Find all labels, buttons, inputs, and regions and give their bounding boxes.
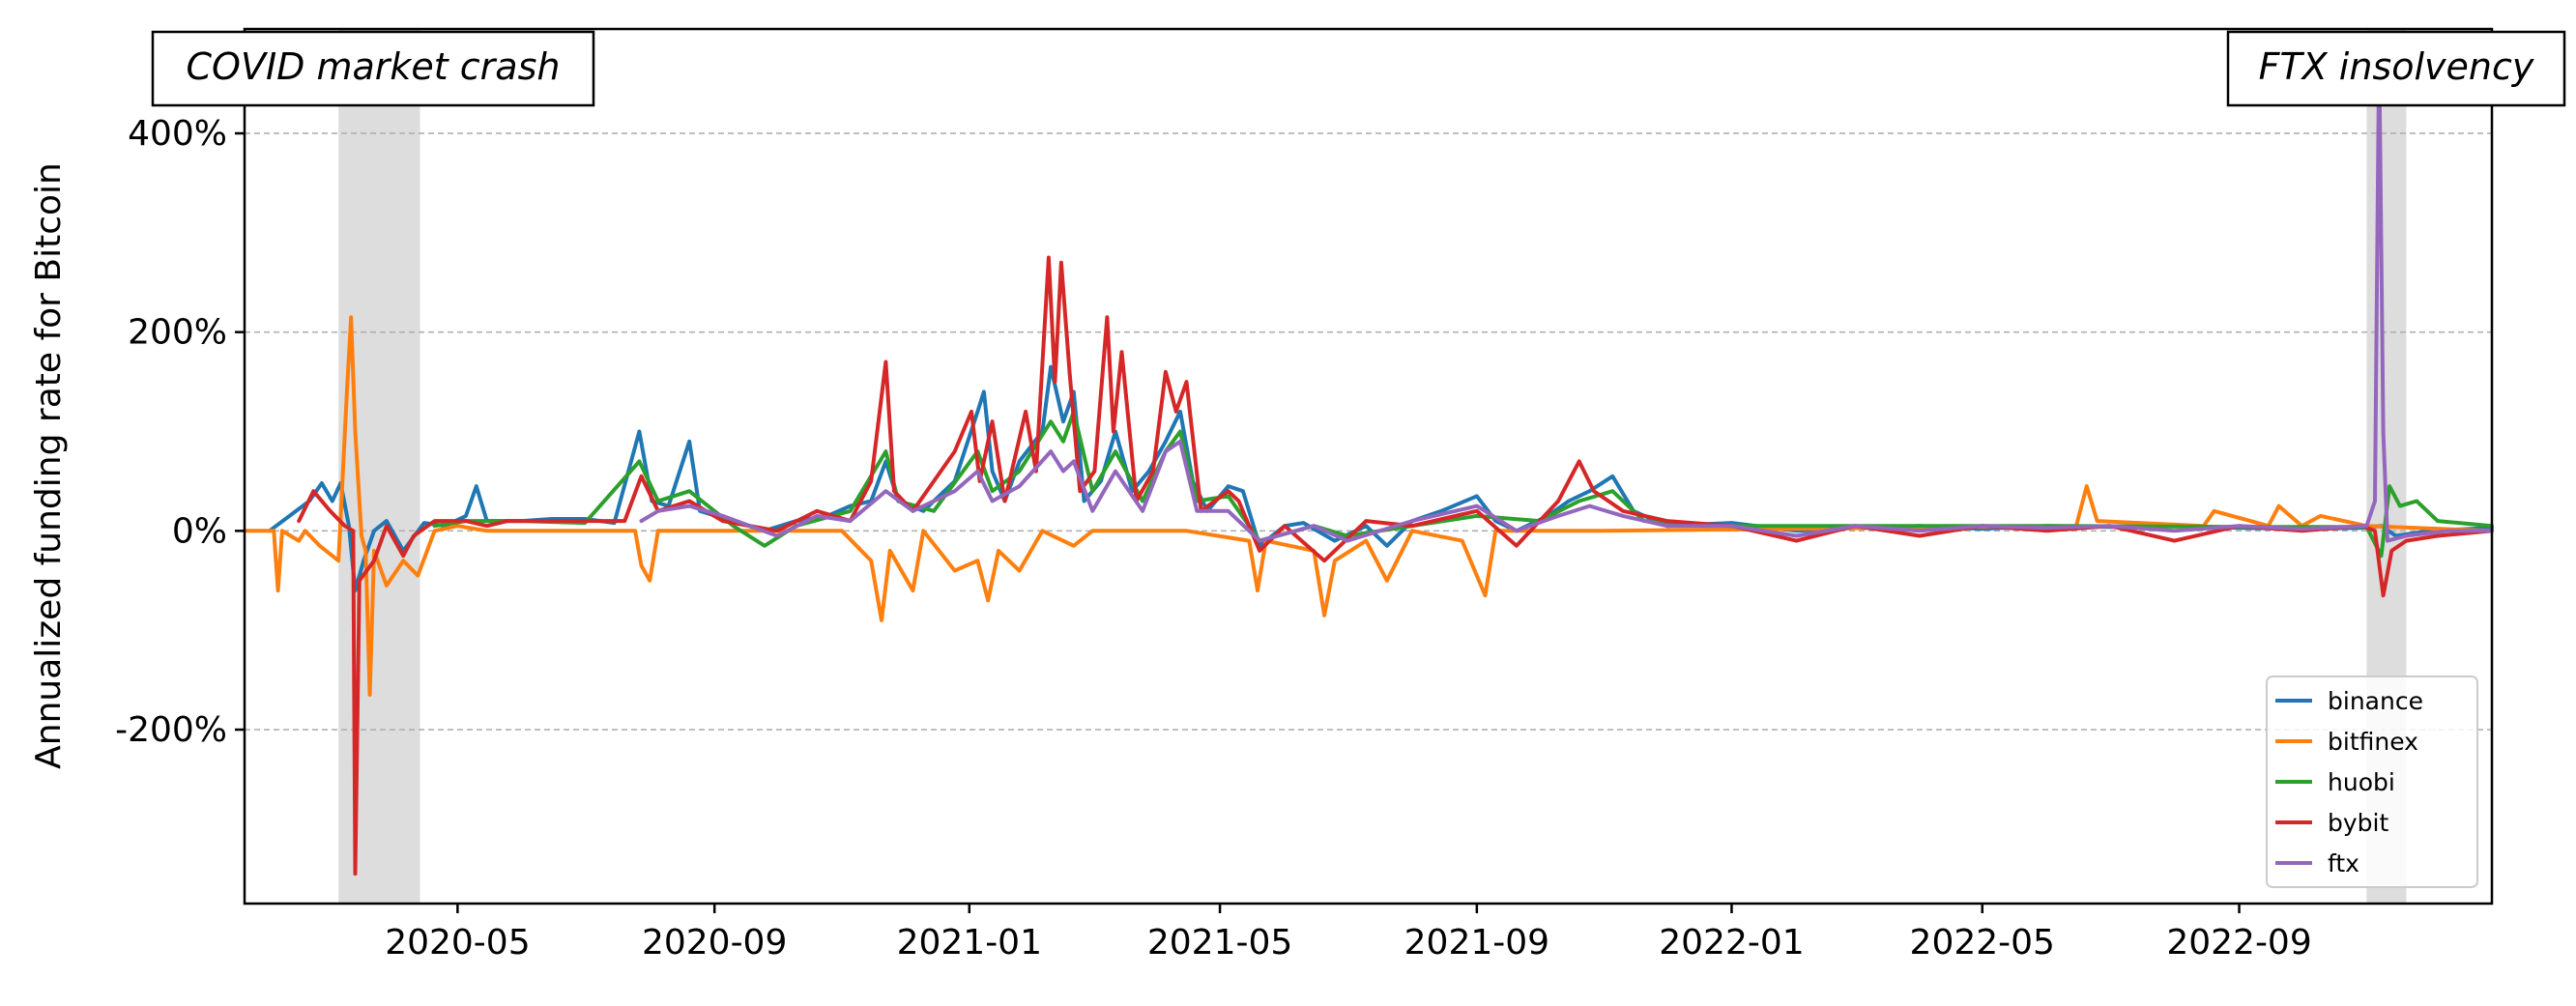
series-line-huobi xyxy=(432,409,2494,559)
x-tick-label: 2021-09 xyxy=(1404,923,1549,963)
annotation-ftx: FTX insolvency xyxy=(2226,30,2566,107)
x-tick-label: 2022-01 xyxy=(1659,923,1804,963)
x-tick-label: 2020-05 xyxy=(385,923,530,963)
legend-label-ftx: ftx xyxy=(2328,849,2359,877)
annotation-covid: COVID market crash xyxy=(151,30,595,107)
annotation-ftx-label: FTX insolvency xyxy=(2259,45,2534,88)
legend: binance bitfinex huobi bybit ftx xyxy=(2266,675,2478,888)
series-line-ftx xyxy=(639,46,2494,543)
shaded-period-covid-market-crash xyxy=(338,29,420,904)
series-line-bitfinex xyxy=(243,315,2494,697)
y-tick-label: 400% xyxy=(128,114,227,154)
annotation-covid-label: COVID market crash xyxy=(187,45,561,88)
gridlines xyxy=(245,132,2492,731)
y-tick-label: -200% xyxy=(115,710,227,750)
legend-label-huobi: huobi xyxy=(2328,768,2395,796)
legend-label-bybit: bybit xyxy=(2328,809,2388,837)
x-tick-label: 2022-09 xyxy=(2166,923,2311,963)
x-tick-label: 2022-05 xyxy=(1910,923,2055,963)
axes: 400% 200% 0% -200% 2020-05 2020-09 2021-01 2021… xyxy=(115,114,2312,963)
shaded-periods xyxy=(338,29,2407,904)
x-tick-label: 2021-05 xyxy=(1147,923,1292,963)
annotation-ftx-box xyxy=(2226,30,2566,107)
annotation-covid-box xyxy=(151,30,595,107)
x-tick-label: 2021-01 xyxy=(897,923,1042,963)
series-lines xyxy=(243,46,2494,877)
legend-box xyxy=(2266,675,2478,888)
y-axis-label: Annualized funding rate for Bitcoin xyxy=(29,162,69,769)
y-tick-label: 0% xyxy=(172,511,227,551)
x-tick-label: 2020-09 xyxy=(642,923,787,963)
y-tick-label: 200% xyxy=(128,313,227,353)
legend-label-bitfinex: bitfinex xyxy=(2328,728,2418,756)
series-line-binance xyxy=(267,364,2494,593)
legend-label-binance: binance xyxy=(2328,687,2423,715)
plot-area-frame xyxy=(243,27,2494,905)
